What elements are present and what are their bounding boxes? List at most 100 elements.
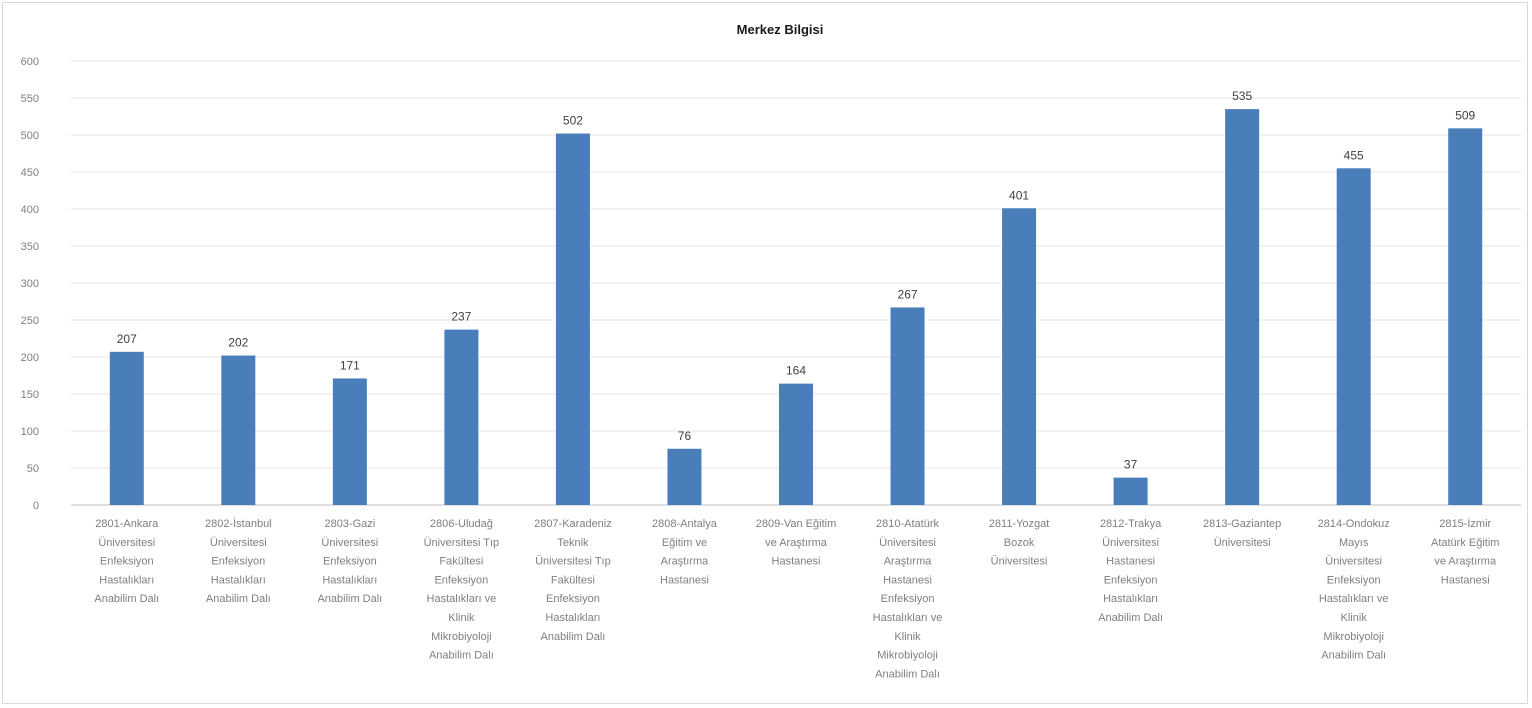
x-category-line: Enfeksiyon xyxy=(211,556,265,568)
bar xyxy=(1002,208,1037,505)
x-category-label: 2811-Yozgat Bozok Üniversitesi xyxy=(989,518,1050,568)
x-category-label: 2812-Trakya Üniversitesi Hastanesi Enfeksiy… xyxy=(1098,518,1163,624)
x-category-line: Hastanesi xyxy=(883,574,932,586)
x-category-line: 2802-İstanbul xyxy=(205,517,272,530)
x-category-line: 2803-Gazi xyxy=(324,518,375,530)
x-category-line: Klinik xyxy=(1341,612,1368,624)
x-category-line: 2814-Ondokuz xyxy=(1318,518,1390,530)
x-category-line: Mikrobiyoloji xyxy=(431,631,492,643)
x-category-line: 2812-Trakya xyxy=(1100,518,1162,530)
x-category-line: Üniversitesi xyxy=(1102,537,1159,549)
y-tick-label: 300 xyxy=(21,278,39,290)
bar xyxy=(109,351,144,505)
data-labels: 207 202 171 237 502 76 164 267 401 37 535 455 509 xyxy=(117,89,1476,472)
x-category-line: Enfeksiyon xyxy=(100,556,154,568)
x-category-line: Hastanesi xyxy=(772,556,821,568)
x-category-line: Hastalıkları xyxy=(1103,593,1158,605)
x-category-line: Mikrobiyoloji xyxy=(877,650,938,662)
data-label: 37 xyxy=(1124,458,1138,472)
x-category-line: Üniversitesi Tıp xyxy=(535,556,611,568)
x-category-line: Üniversitesi xyxy=(991,556,1048,568)
y-axis-ticks: 0 50 100 150 200 250 300 350 400 450 500 550 600 xyxy=(21,56,39,512)
x-category-line: Klinik xyxy=(448,612,475,624)
bar xyxy=(667,448,702,505)
bar xyxy=(1336,168,1371,506)
x-axis-categories: 2801-Ankara Üniversitesi Enfeksiyon Hastalı… xyxy=(94,517,1499,680)
y-tick-label: 500 xyxy=(21,130,39,142)
x-category-line: Üniversitesi xyxy=(98,537,155,549)
y-tick-label: 50 xyxy=(27,463,39,475)
x-category-label: 2807-Karadeniz Teknik Üniversitesi Tıp Fakü… xyxy=(534,518,612,643)
x-category-line: Üniversitesi Tıp xyxy=(424,537,500,549)
x-category-line: Eğitim ve xyxy=(662,537,707,549)
y-tick-label: 0 xyxy=(33,500,39,512)
y-tick-label: 250 xyxy=(21,315,39,327)
x-category-line: Araştırma xyxy=(661,556,710,568)
data-label: 202 xyxy=(228,336,248,350)
x-category-line: Hastanesi xyxy=(1441,574,1490,586)
bar xyxy=(444,329,479,505)
x-category-line: Mayıs xyxy=(1339,537,1369,549)
x-category-line: Enfeksiyon xyxy=(434,574,488,586)
x-category-label: 2802-İstanbul Üniversitesi Enfeksiyon Hasta… xyxy=(205,517,272,605)
x-category-line: 2801-Ankara xyxy=(95,518,159,530)
x-category-line: Hastalıkları ve xyxy=(427,593,497,605)
x-category-line: Anabilim Dalı xyxy=(875,668,940,680)
y-tick-label: 450 xyxy=(21,167,39,179)
x-category-line: Üniversitesi xyxy=(879,537,936,549)
x-category-line: Klinik xyxy=(894,631,921,643)
bar xyxy=(221,355,256,505)
x-category-line: 2813-Gaziantep xyxy=(1203,518,1281,530)
y-tick-label: 550 xyxy=(21,93,39,105)
x-category-line: 2810-Atatürk xyxy=(876,518,939,530)
x-category-line: 2809-Van Eğitim xyxy=(756,518,837,530)
data-label: 401 xyxy=(1009,188,1029,202)
x-category-line: ve Araştırma xyxy=(765,537,828,549)
bars xyxy=(109,109,1483,506)
bar xyxy=(779,383,813,505)
x-category-line: Üniversitesi xyxy=(1214,537,1271,549)
bar xyxy=(332,378,367,505)
x-category-line: Üniversitesi xyxy=(1325,556,1382,568)
x-category-line: Enfeksiyon xyxy=(546,593,600,605)
data-label: 502 xyxy=(563,114,583,128)
chart-title: Merkez Bilgisi xyxy=(737,22,824,37)
x-category-line: Enfeksiyon xyxy=(881,593,935,605)
y-tick-label: 150 xyxy=(21,389,39,401)
data-label: 455 xyxy=(1344,148,1364,162)
x-category-line: Üniversitesi xyxy=(210,537,267,549)
x-category-line: Anabilim Dalı xyxy=(206,593,271,605)
y-tick-label: 600 xyxy=(21,56,39,68)
x-category-line: Anabilim Dalı xyxy=(94,593,159,605)
x-category-line: Hastanesi xyxy=(660,574,709,586)
x-category-label: 2813-Gaziantep Üniversitesi xyxy=(1203,518,1281,549)
x-category-label: 2803-Gazi Üniversitesi Enfeksiyon Hastalıkl… xyxy=(317,518,382,605)
x-category-line: Hastalıkları xyxy=(211,574,266,586)
y-tick-label: 200 xyxy=(21,352,39,364)
x-category-line: 2806-Uludağ xyxy=(430,518,493,530)
y-tick-label: 350 xyxy=(21,241,39,253)
data-label: 171 xyxy=(340,358,360,372)
x-category-line: Araştırma xyxy=(884,556,933,568)
x-category-line: Hastalıkları xyxy=(322,574,377,586)
x-category-line: Enfeksiyon xyxy=(323,556,377,568)
y-tick-label: 100 xyxy=(21,426,39,438)
x-category-label: 2810-Atatürk Üniversitesi Araştırma Hastane… xyxy=(873,518,943,680)
bar xyxy=(1448,128,1483,505)
x-category-line: Hastalıkları xyxy=(99,574,154,586)
y-tick-label: 400 xyxy=(21,204,39,216)
x-category-line: Anabilim Dalı xyxy=(1321,650,1386,662)
data-label: 76 xyxy=(678,429,692,443)
x-category-line: Hastalıkları ve xyxy=(873,612,943,624)
x-category-line: Hastalıkları xyxy=(545,612,600,624)
x-category-line: Fakültesi xyxy=(439,556,483,568)
x-category-line: 2811-Yozgat xyxy=(989,518,1050,530)
data-label: 267 xyxy=(898,287,918,301)
x-category-line: Anabilim Dalı xyxy=(1098,612,1163,624)
x-category-line: 2808-Antalya xyxy=(652,518,718,530)
x-category-line: Fakültesi xyxy=(551,574,595,586)
x-category-label: 2809-Van Eğitim ve Araştırma Hastanesi xyxy=(756,518,837,568)
x-category-line: 2815-İzmir xyxy=(1439,517,1491,530)
bar xyxy=(1225,109,1260,505)
